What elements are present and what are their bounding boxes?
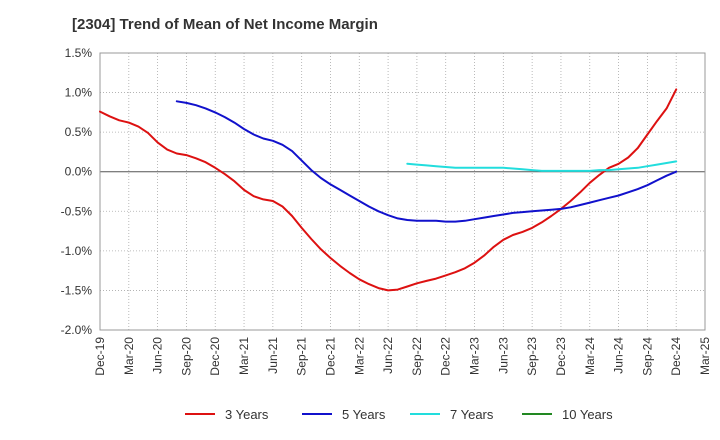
x-tick-label: Jun-22 [381,337,395,374]
x-tick-label: Jun-20 [151,337,165,374]
series-line-3-years [99,88,678,292]
x-tick-label: Mar-25 [698,337,712,375]
y-tick-label: 1.5% [65,46,93,60]
plot-frame [99,52,706,331]
x-tick-label: Dec-20 [208,337,222,376]
x-tick-label: Mar-23 [468,337,482,375]
x-tick-label: Mar-20 [122,337,136,375]
x-tick-label: Dec-23 [554,337,568,376]
y-tick-label: 0.0% [65,165,93,179]
series-line-5-years [175,100,678,223]
x-axis: Dec-19 Mar-20 Jun-20 Sep-20 Dec-20 Mar-21 Jun-… [93,337,712,376]
legend-label-10-years: 10 Years [562,407,613,422]
legend-label-3-years: 3 Years [225,407,269,422]
x-tick-label: Jun-21 [266,337,280,374]
x-tick-label: Sep-20 [179,337,193,376]
x-tick-label: Sep-23 [525,337,539,376]
x-tick-label: Sep-21 [295,337,309,376]
legend-label-5-years: 5 Years [342,407,386,422]
x-tick-label: Sep-24 [640,337,654,376]
x-tick-label: Mar-22 [352,337,366,375]
chart-title: [2304] Trend of Mean of Net Income Margi… [72,16,378,33]
legend-label-7-years: 7 Years [450,407,494,422]
plot-lines [99,88,678,292]
x-tick-label: Mar-21 [237,337,251,375]
x-tick-label: Sep-22 [410,337,424,376]
x-tick-label: Jun-24 [612,337,626,374]
x-tick-label: Dec-22 [439,337,453,376]
grid-lines [99,52,706,331]
x-tick-label: Dec-21 [323,337,337,376]
x-tick-label: Dec-24 [669,337,683,376]
y-tick-label: 0.5% [65,125,93,139]
y-tick-label: -1.0% [61,244,93,258]
x-tick-label: Mar-24 [583,337,597,375]
y-tick-label: -1.5% [61,283,93,297]
y-tick-label: 1.0% [65,86,93,100]
y-tick-label: -0.5% [61,204,93,218]
series-line-7-years [406,160,678,172]
y-axis: 1.5% 1.0% 0.5% 0.0% -0.5% -1.0% -1.5% -2.0% [61,46,93,337]
legend: 3 Years 5 Years 7 Years 10 Years [185,407,613,422]
x-tick-label: Dec-19 [93,337,107,376]
y-tick-label: -2.0% [61,323,93,337]
x-tick-label: Jun-23 [496,337,510,374]
